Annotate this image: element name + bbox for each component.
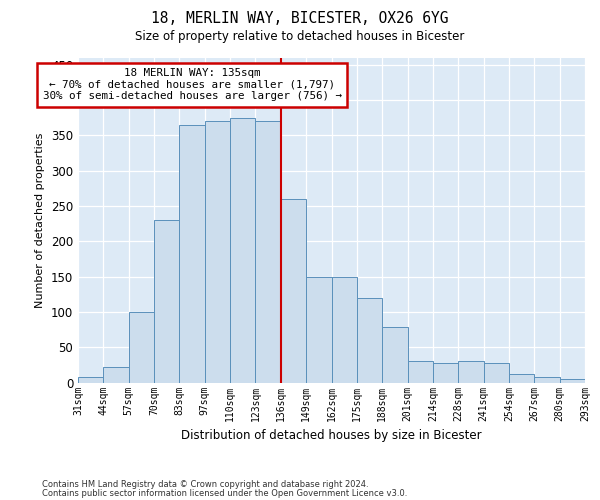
Bar [154, 220, 179, 382]
Bar [357, 298, 382, 382]
Text: 18, MERLIN WAY, BICESTER, OX26 6YG: 18, MERLIN WAY, BICESTER, OX26 6YG [151, 11, 449, 26]
Text: Contains public sector information licensed under the Open Government Licence v3: Contains public sector information licen… [42, 489, 407, 498]
Text: Contains HM Land Registry data © Crown copyright and database right 2024.: Contains HM Land Registry data © Crown c… [42, 480, 368, 489]
Bar [433, 362, 458, 382]
Bar [534, 377, 560, 382]
Bar [407, 362, 433, 382]
Bar [256, 121, 281, 382]
Bar [103, 367, 128, 382]
Bar [458, 362, 484, 382]
Bar [230, 118, 256, 382]
Y-axis label: Number of detached properties: Number of detached properties [35, 132, 46, 308]
Bar [306, 276, 331, 382]
Bar [179, 124, 205, 382]
Bar [205, 121, 230, 382]
Bar [281, 199, 306, 382]
Bar [382, 328, 407, 382]
Text: Size of property relative to detached houses in Bicester: Size of property relative to detached ho… [136, 30, 464, 43]
Bar [560, 379, 585, 382]
Bar [331, 276, 357, 382]
Bar [78, 377, 103, 382]
Bar [509, 374, 535, 382]
Text: 18 MERLIN WAY: 135sqm
← 70% of detached houses are smaller (1,797)
30% of semi-d: 18 MERLIN WAY: 135sqm ← 70% of detached … [43, 68, 341, 102]
Bar [128, 312, 154, 382]
Bar [484, 362, 509, 382]
X-axis label: Distribution of detached houses by size in Bicester: Distribution of detached houses by size … [181, 429, 482, 442]
